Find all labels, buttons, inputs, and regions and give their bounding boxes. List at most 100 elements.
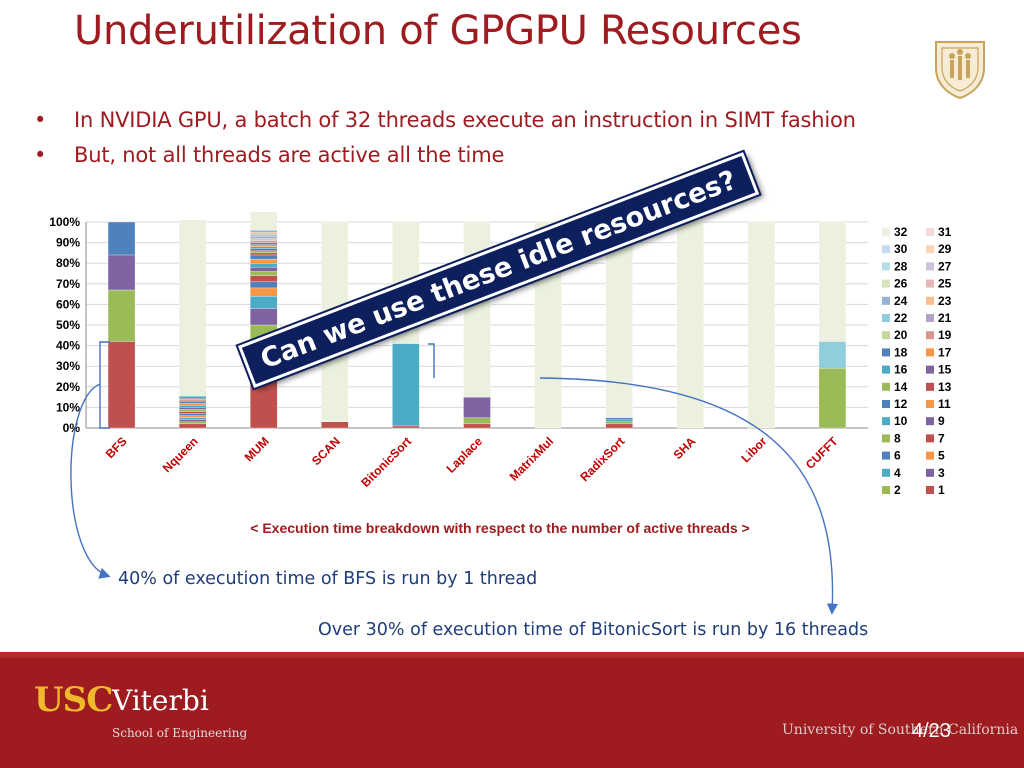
y-tick-label: 70% [56,277,80,291]
bar-segment [818,221,847,342]
legend-swatch [882,486,890,494]
legend-label: 3 [938,466,945,480]
y-tick-label: 40% [56,339,80,353]
legend-swatch [882,365,890,374]
legend-swatch [926,331,934,340]
usc-seal-icon [935,41,985,100]
bullet-item: • But, not all threads are active all the… [34,143,856,167]
bar-segment [107,289,136,342]
bar-segment [818,368,847,429]
legend-label: 6 [894,449,901,463]
bar-segment [178,219,207,397]
legend-label: 20 [894,328,908,342]
legend-label: 26 [894,277,908,291]
legend-swatch [882,348,890,357]
legend-swatch [926,314,934,322]
legend-label: 8 [894,431,901,445]
bullet-text: In NVIDIA GPU, a batch of 32 threads exe… [74,108,856,132]
legend-swatch [882,228,890,236]
legend-swatch [882,382,890,391]
legend-label: 22 [894,311,908,325]
legend-label: 10 [894,414,908,428]
legend-label: 12 [894,397,908,411]
university-name: University of Southern California [782,722,1019,738]
legend-label: 31 [938,225,952,239]
logo-viterbi: Viterbi [112,684,209,717]
legend-label: 23 [938,294,952,308]
bullet-list: • In NVIDIA GPU, a batch of 32 threads ex… [34,108,856,178]
bar-segment [250,212,278,231]
bar-segment [818,341,847,369]
y-tick-label: 100% [49,215,80,229]
bullet-glyph: • [34,143,47,167]
bar-segment [107,254,136,291]
legend-label: 29 [938,242,952,256]
bitonic-bracket [428,343,435,378]
legend-swatch [926,296,934,305]
bullet-item: • In NVIDIA GPU, a batch of 32 threads ex… [34,108,856,132]
legend-swatch [882,400,890,408]
legend-swatch [926,245,934,254]
bitonic-note: Over 30% of execution time of BitonicSor… [318,620,869,640]
y-tick-label: 30% [56,359,80,373]
legend-swatch [926,486,934,494]
bar-segment [605,221,633,418]
legend-swatch [926,262,934,271]
footer-bar [0,652,1024,768]
legend-swatch [926,279,934,288]
bullet-glyph: • [34,108,47,132]
legend-label: 11 [938,397,951,411]
legend-label: 13 [938,380,952,394]
bfs-bracket [99,341,110,429]
legend-swatch [926,365,934,374]
legend-label: 2 [894,483,901,497]
legend-swatch [882,468,890,477]
legend-label: 1 [938,483,945,497]
legend-swatch [926,382,934,391]
legend-label: 9 [938,414,945,428]
y-tick-label: 60% [56,297,80,311]
y-tick-label: 90% [56,236,80,250]
page-number: 4/23 [912,720,951,742]
legend-label: 32 [894,225,908,239]
bar-segment [107,341,136,429]
legend-label: 16 [894,363,908,377]
legend-swatch [882,279,890,288]
legend-swatch [882,331,890,340]
legend-label: 7 [938,431,945,445]
legend-label: 30 [894,242,908,256]
bar-segment [747,221,776,429]
legend-label: 5 [938,449,945,463]
legend-swatch [926,400,934,408]
legend-swatch [926,228,934,236]
chart-caption: < Execution time breakdown with respect … [250,520,750,536]
legend-swatch [926,417,934,426]
bar-segment [676,221,704,429]
bitonic-arrow [539,377,839,615]
legend-swatch [882,262,890,271]
bfs-arrow [70,383,111,579]
legend-swatch [882,417,890,426]
bar-segment [107,221,136,256]
legend-label: 15 [938,363,952,377]
legend-swatch [882,296,890,305]
logo-school: School of Engineering [112,726,248,740]
legend-label: 27 [938,259,952,273]
logo-usc: USC [34,680,113,720]
legend-swatch [882,434,890,443]
legend-label: 24 [894,294,908,308]
footer-band [0,652,1024,658]
legend-label: 28 [894,259,908,273]
legend-label: 17 [938,345,952,359]
slide-title: Underutilization of GPGPU Resources [74,8,802,54]
y-tick-label: 50% [56,318,80,332]
y-tick-label: 10% [56,400,80,414]
legend-swatch [926,451,934,460]
legend-swatch [882,451,890,460]
y-tick-label: 80% [56,256,80,270]
legend-swatch [926,468,934,477]
legend-swatch [882,245,890,254]
legend-swatch [926,434,934,443]
legend-label: 19 [938,328,952,342]
